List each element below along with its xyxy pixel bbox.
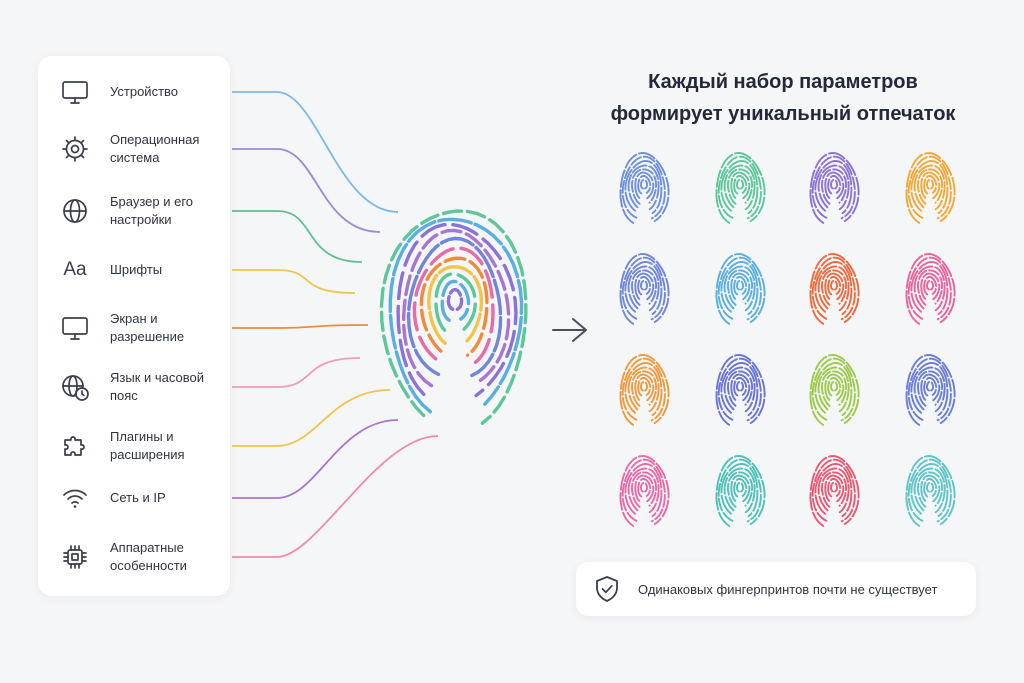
parameter-item: Экран и разрешение [38, 306, 230, 350]
connector-line [232, 419, 399, 499]
connector-line [232, 269, 356, 294]
parameter-item: Плагины и расширения [38, 424, 230, 468]
fingerprint-icon [619, 152, 670, 224]
gear-icon [60, 134, 90, 164]
parameter-label: Плагины и расширения [110, 429, 185, 462]
fingerprint-icon [809, 253, 860, 325]
parameter-item: Сеть и IP [38, 476, 230, 520]
connector-line [232, 435, 439, 558]
parameter-item: Язык и часовой пояс [38, 365, 230, 409]
parameter-item: Aa Шрифты [38, 248, 230, 292]
parameter-item: Операционная система [38, 127, 230, 171]
connector-line [232, 91, 399, 213]
connector-line [232, 148, 381, 233]
parameter-label: Аппаратные особенности [110, 540, 187, 573]
globe-icon [60, 196, 90, 226]
fingerprint-icon [715, 253, 766, 325]
fingerprint-icon [905, 152, 956, 224]
parameter-label: Экран и разрешение [110, 311, 185, 344]
font-glyph: Aa [63, 259, 87, 280]
parameter-label: Сеть и IP [110, 490, 166, 505]
fingerprint-icon [715, 354, 766, 426]
parameter-label: Операционная система [110, 132, 200, 165]
fingerprint-icon [619, 455, 670, 527]
connector-line [232, 389, 391, 447]
page-title: Каждый набор параметров формирует уникал… [590, 66, 976, 130]
parameter-item: Устройство [38, 70, 230, 114]
fingerprint-icon [379, 209, 528, 425]
fingerprint-icon [619, 354, 670, 426]
puzzle-icon [60, 431, 90, 461]
parameter-item: Аппаратные особенности [38, 535, 230, 579]
font-icon: Aa [60, 255, 90, 285]
wifi-icon [60, 483, 90, 513]
arrow-right-icon [552, 318, 587, 342]
parameter-label: Устройство [110, 84, 179, 99]
fingerprint-icon [715, 152, 766, 224]
fingerprint-icon [715, 455, 766, 527]
parameter-label: Шрифты [110, 262, 163, 277]
fingerprint-icon [809, 455, 860, 527]
shield-check-icon [596, 576, 618, 602]
monitor-icon [60, 77, 90, 107]
connector-line [232, 210, 363, 263]
parameter-label: Браузер и его настройки [110, 194, 194, 227]
fingerprint-icon [619, 253, 670, 325]
fingerprint-icon [905, 253, 956, 325]
fingerprint-icon [905, 354, 956, 426]
chip-icon [60, 542, 90, 572]
screen-icon [60, 313, 90, 343]
globe-clock-icon [60, 372, 90, 402]
connector-line [232, 324, 369, 329]
connector-line [232, 357, 361, 388]
uniqueness-note: Одинаковых фингерпринтов почти не сущест… [576, 562, 976, 616]
title-text: Каждый набор параметров формирует уникал… [610, 71, 956, 125]
parameter-item: Браузер и его настройки [38, 189, 230, 233]
parameters-panel [38, 56, 230, 596]
note-text: Одинаковых фингерпринтов почти не сущест… [638, 581, 938, 597]
fingerprint-icon [809, 152, 860, 224]
parameter-label: Язык и часовой пояс [110, 370, 204, 403]
fingerprint-icon [809, 354, 860, 426]
fingerprint-icon [905, 455, 956, 527]
